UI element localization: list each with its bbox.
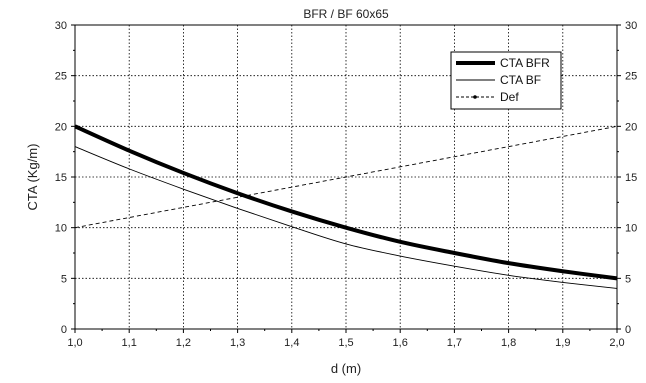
x-axis-label: d (m) [331,361,361,376]
chart-title: BFR / BF 60x65 [303,7,389,21]
x-tick-label: 1,4 [284,337,299,349]
y-tick-label-left: 10 [55,223,67,235]
legend-label: CTA BFR [500,56,550,70]
y-tick-label-right: 20 [625,121,637,133]
y-tick-label-left: 25 [55,71,67,83]
ticks: 1,0 1,1 1,2 1,3 1,4 1,5 1,6 1,7 1,8 1,9 2,00 05 510 1… [55,20,638,349]
x-tick-label: 1,3 [230,337,245,349]
y-tick-label-right: 0 [625,324,631,336]
y-tick-label-left: 30 [55,20,67,32]
x-tick-label: 1,2 [176,337,191,349]
y-tick-label-right: 30 [625,20,637,32]
series-line-def [74,125,618,229]
x-tick-label: 1,1 [122,337,137,349]
legend-label: Def [500,90,519,104]
y-tick-label-right: 25 [625,71,637,83]
series-line-cta-bfr [74,124,618,281]
legend-marker [473,95,477,99]
y-tick-label-left: 15 [55,172,67,184]
x-tick-label: 1,9 [555,337,570,349]
x-tick-label: 1,6 [393,337,408,349]
legend: CTA BFR CTA BF Def [450,51,562,110]
grid [75,25,617,329]
x-tick-label: 1,5 [338,337,353,349]
x-tick-label: 2,0 [609,337,624,349]
series-line-cta-bf [74,146,618,289]
series-layer [74,124,618,289]
x-tick-label: 1,0 [67,337,82,349]
x-tick-label: 1,7 [447,337,462,349]
y-tick-label-right: 10 [625,223,637,235]
y-tick-label-right: 15 [625,172,637,184]
x-tick-label: 1,8 [501,337,516,349]
y-tick-label-right: 5 [625,273,631,285]
y-tick-label-left: 5 [61,273,67,285]
y-tick-label-left: 20 [55,121,67,133]
y-tick-label-left: 0 [61,324,67,336]
legend-label: CTA BF [500,73,541,87]
y-axis-label: CTA (Kg/m) [25,144,40,211]
